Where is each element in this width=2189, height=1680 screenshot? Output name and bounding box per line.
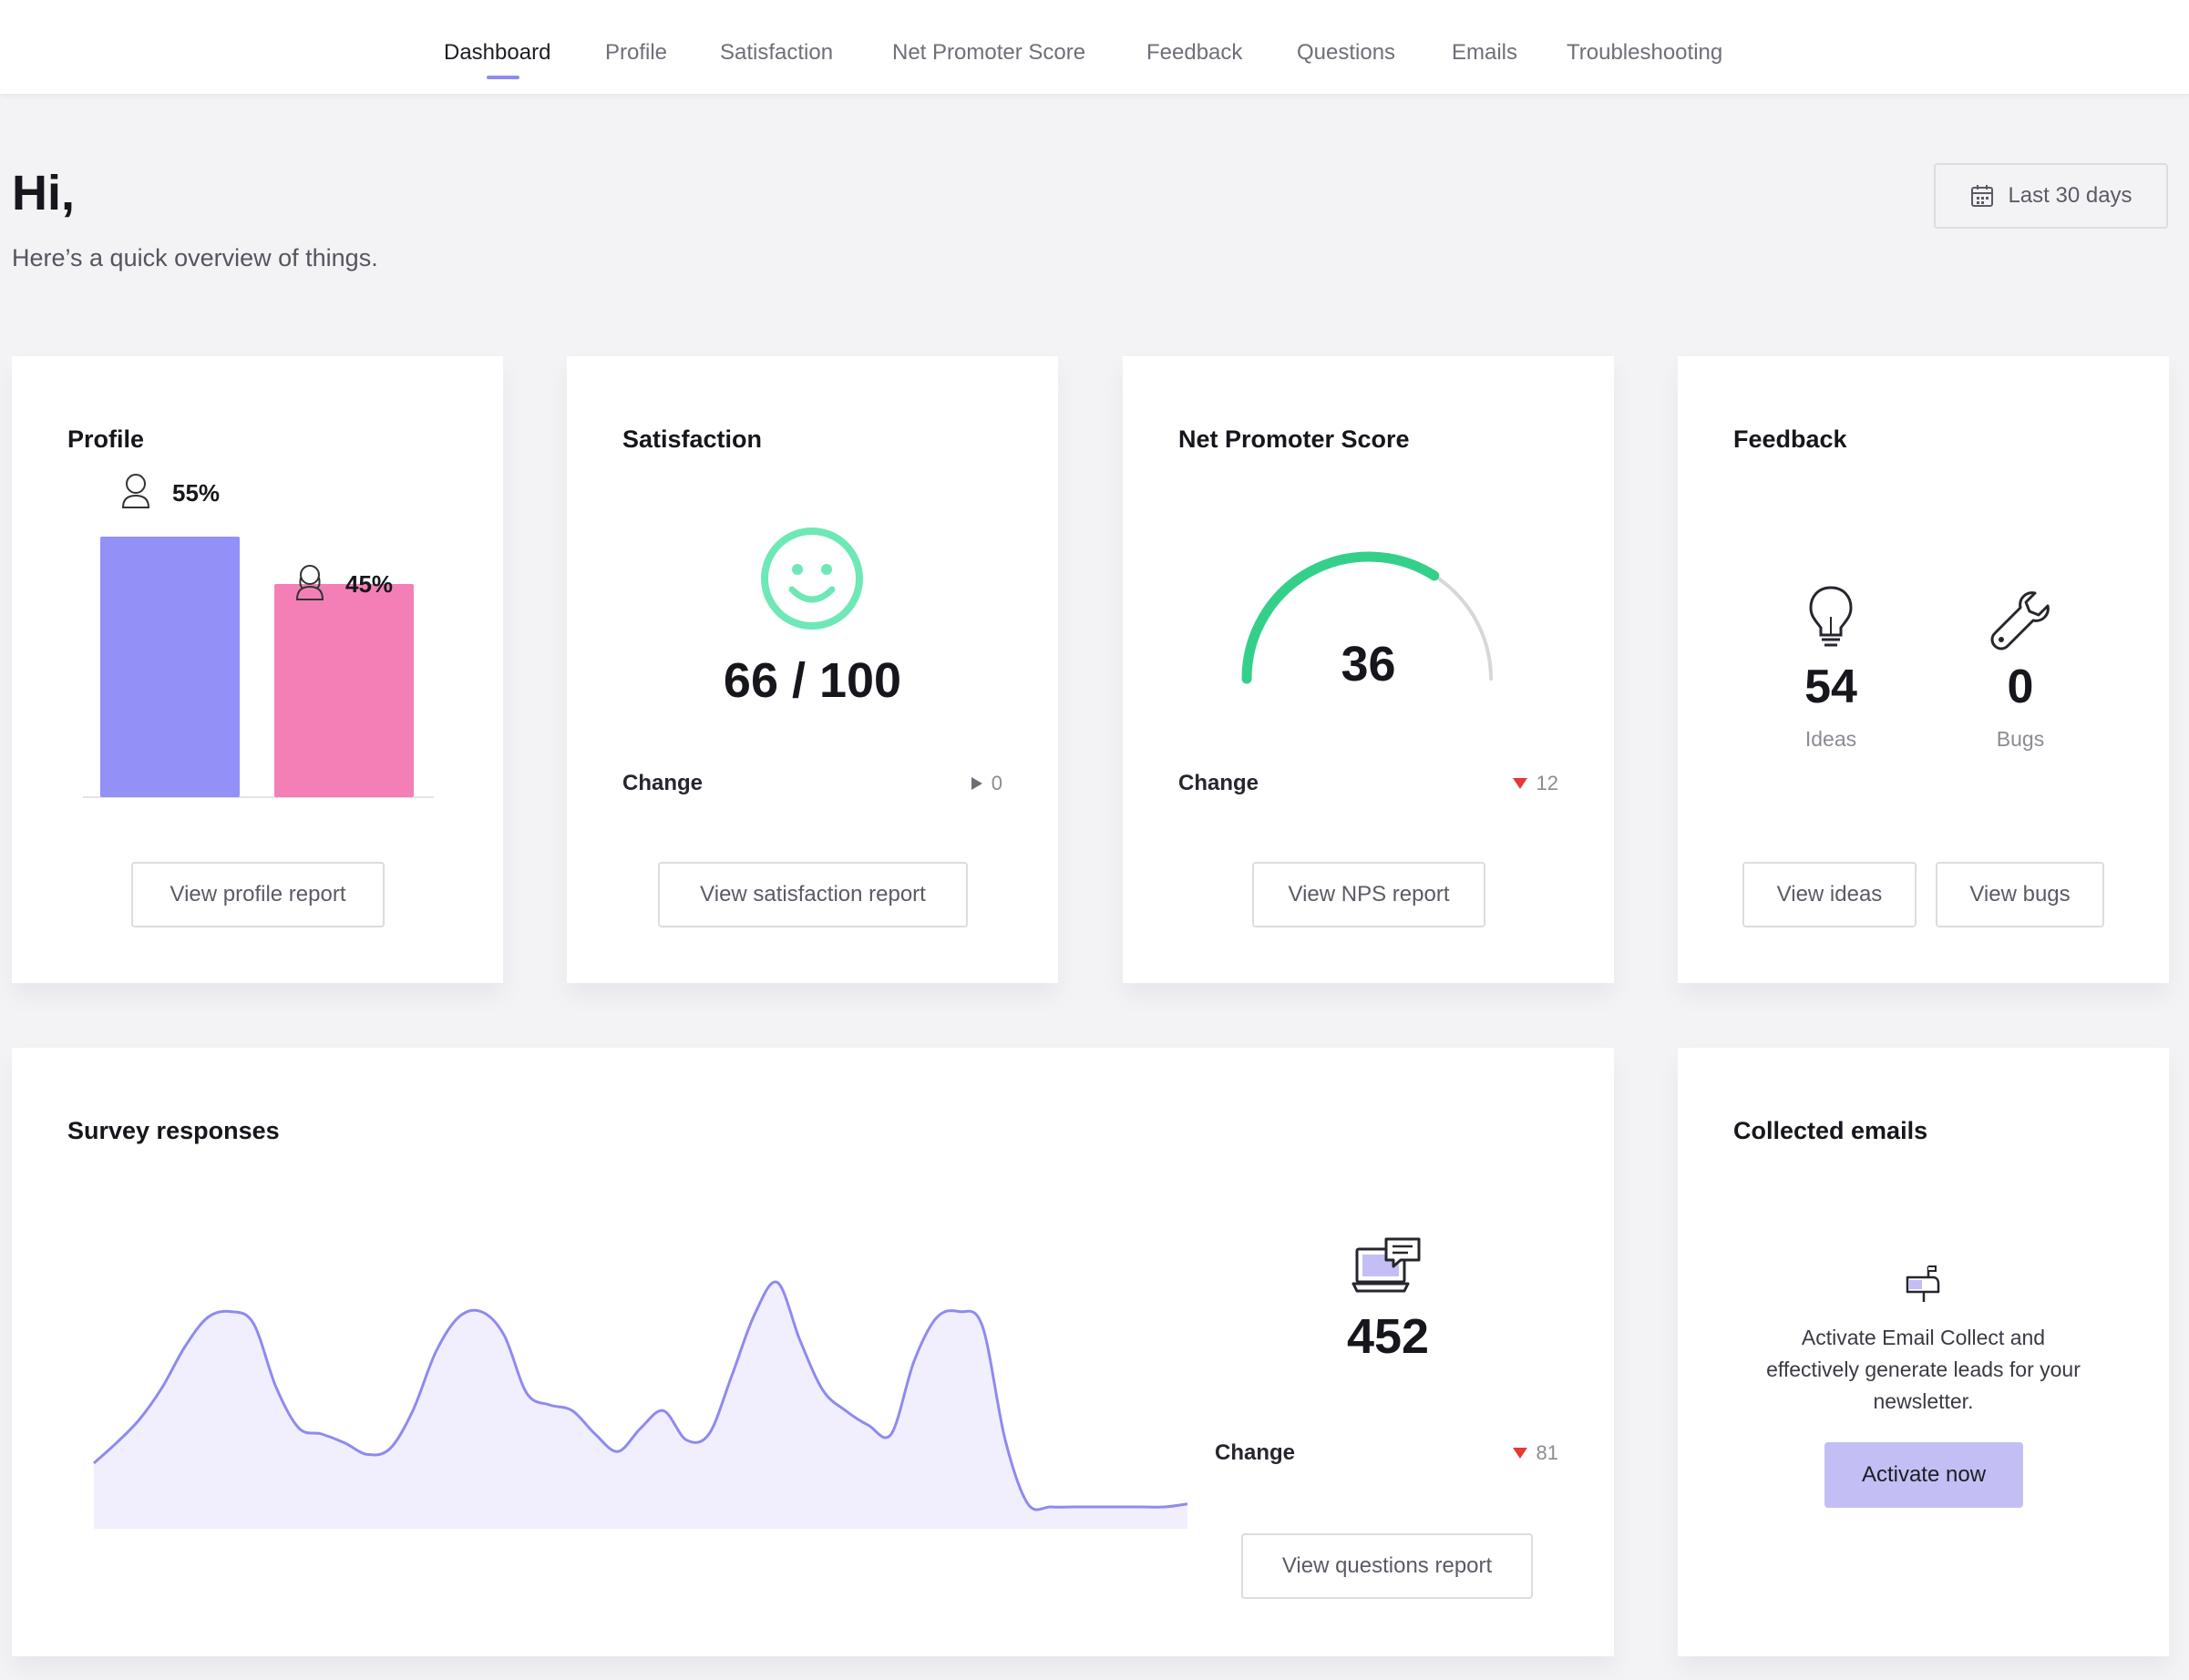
female-bar bbox=[274, 584, 414, 797]
tab-questions[interactable]: Questions bbox=[1297, 40, 1396, 65]
ideas-label: Ideas bbox=[1804, 727, 1857, 751]
male-user-icon bbox=[121, 474, 150, 508]
emails-description: Activate Email Collect and effectively g… bbox=[1678, 1322, 2169, 1418]
view-ideas-button[interactable]: View ideas bbox=[1742, 862, 1917, 927]
satisfaction-change-value: 0 bbox=[991, 772, 1002, 794]
emails-card-title: Collected emails bbox=[1733, 1117, 1928, 1144]
survey-area-fill bbox=[94, 1281, 1187, 1529]
wrench-icon bbox=[1990, 591, 2050, 650]
female-label: 45% bbox=[295, 565, 393, 600]
tab-net-promoter-score[interactable]: Net Promoter Score bbox=[892, 40, 1086, 65]
survey-change-label: Change bbox=[1215, 1440, 1296, 1465]
tab-troubleshooting[interactable]: Troubleshooting bbox=[1567, 40, 1723, 65]
lightbulb-icon bbox=[1809, 586, 1853, 647]
date-range-label: Last 30 days bbox=[2008, 183, 2132, 208]
emails-description-line: effectively generate leads for your bbox=[1766, 1357, 2081, 1381]
tab-emails[interactable]: Emails bbox=[1452, 40, 1518, 65]
smiley-icon bbox=[761, 528, 863, 630]
satisfaction-card-title: Satisfaction bbox=[622, 425, 763, 453]
view-satisfaction-report-button[interactable]: View satisfaction report bbox=[658, 862, 968, 927]
nps-gauge-fill bbox=[1241, 551, 1440, 684]
top-nav: Dashboard Profile Satisfaction Net Promo… bbox=[0, 0, 2189, 94]
profile-card-title: Profile bbox=[67, 425, 145, 453]
feedback-card-title: Feedback bbox=[1733, 425, 1847, 453]
tab-satisfaction[interactable]: Satisfaction bbox=[720, 40, 834, 65]
active-tab-indicator bbox=[487, 76, 519, 79]
laptop-chat-icon bbox=[1351, 1237, 1421, 1293]
satisfaction-change-label: Change bbox=[622, 771, 704, 795]
greeting-title: Hi, bbox=[12, 166, 76, 220]
date-range-button[interactable]: Last 30 days bbox=[1934, 163, 2168, 229]
decrease-arrow-icon bbox=[1512, 778, 1527, 789]
mailbox-icon bbox=[1906, 1265, 1940, 1302]
profile-bar-chart: 55% 45% bbox=[83, 474, 434, 798]
feedback-card: Feedback 54 Ideas 0 Bugs View ideas View… bbox=[1678, 356, 2169, 983]
tab-dashboard[interactable]: Dashboard bbox=[444, 40, 551, 65]
ideas-count: 54 bbox=[1804, 661, 1857, 713]
satisfaction-change: 0 bbox=[971, 772, 1002, 795]
profile-card: Profile 55% 45% View profile report bbox=[12, 356, 503, 983]
nps-change-value: 12 bbox=[1536, 772, 1558, 794]
neutral-arrow-icon bbox=[971, 777, 982, 790]
survey-responses-card: Survey responses 452 Change 81 View ques… bbox=[12, 1048, 1614, 1656]
view-questions-report-button[interactable]: View questions report bbox=[1241, 1533, 1533, 1599]
survey-change-value: 81 bbox=[1536, 1441, 1558, 1464]
tab-feedback[interactable]: Feedback bbox=[1146, 40, 1243, 65]
bugs-label: Bugs bbox=[1996, 727, 2045, 751]
satisfaction-card: Satisfaction 66 / 100 Change 0 View sati… bbox=[567, 356, 1058, 983]
view-nps-report-button[interactable]: View NPS report bbox=[1252, 862, 1485, 927]
greeting-subtitle: Here’s a quick overview of things. bbox=[12, 244, 378, 271]
male-label: 55% bbox=[121, 474, 220, 508]
survey-line bbox=[92, 1280, 1188, 1511]
nps-score: 36 bbox=[1341, 637, 1396, 691]
emails-description-line: Activate Email Collect and bbox=[1801, 1326, 2046, 1349]
calendar-icon bbox=[1971, 185, 1994, 207]
view-profile-report-button[interactable]: View profile report bbox=[131, 862, 385, 927]
female-percentage: 45% bbox=[345, 570, 393, 598]
female-user-icon bbox=[295, 565, 324, 600]
view-bugs-button[interactable]: View bugs bbox=[1936, 862, 2104, 927]
tab-profile[interactable]: Profile bbox=[605, 40, 668, 65]
activate-now-button[interactable]: Activate now bbox=[1824, 1442, 2023, 1508]
nps-change-label: Change bbox=[1178, 771, 1259, 795]
survey-total: 452 bbox=[1346, 1309, 1430, 1364]
nps-card-title: Net Promoter Score bbox=[1178, 425, 1410, 453]
male-percentage: 55% bbox=[172, 479, 220, 507]
nps-gauge bbox=[1241, 551, 1493, 684]
nps-change: 12 bbox=[1512, 772, 1558, 795]
satisfaction-score: 66 / 100 bbox=[723, 653, 902, 708]
survey-change: 81 bbox=[1512, 1441, 1558, 1465]
survey-area-chart bbox=[92, 1280, 1188, 1529]
emails-description-line: newsletter. bbox=[1873, 1389, 1974, 1413]
collected-emails-card: Collected emails Activate Email Collect … bbox=[1678, 1048, 2169, 1656]
nps-card: Net Promoter Score 36 Change 12 View NPS… bbox=[1123, 356, 1614, 983]
male-bar bbox=[100, 537, 240, 797]
decrease-arrow-icon bbox=[1512, 1448, 1527, 1459]
survey-card-title: Survey responses bbox=[67, 1117, 280, 1144]
bugs-count: 0 bbox=[2007, 661, 2034, 713]
